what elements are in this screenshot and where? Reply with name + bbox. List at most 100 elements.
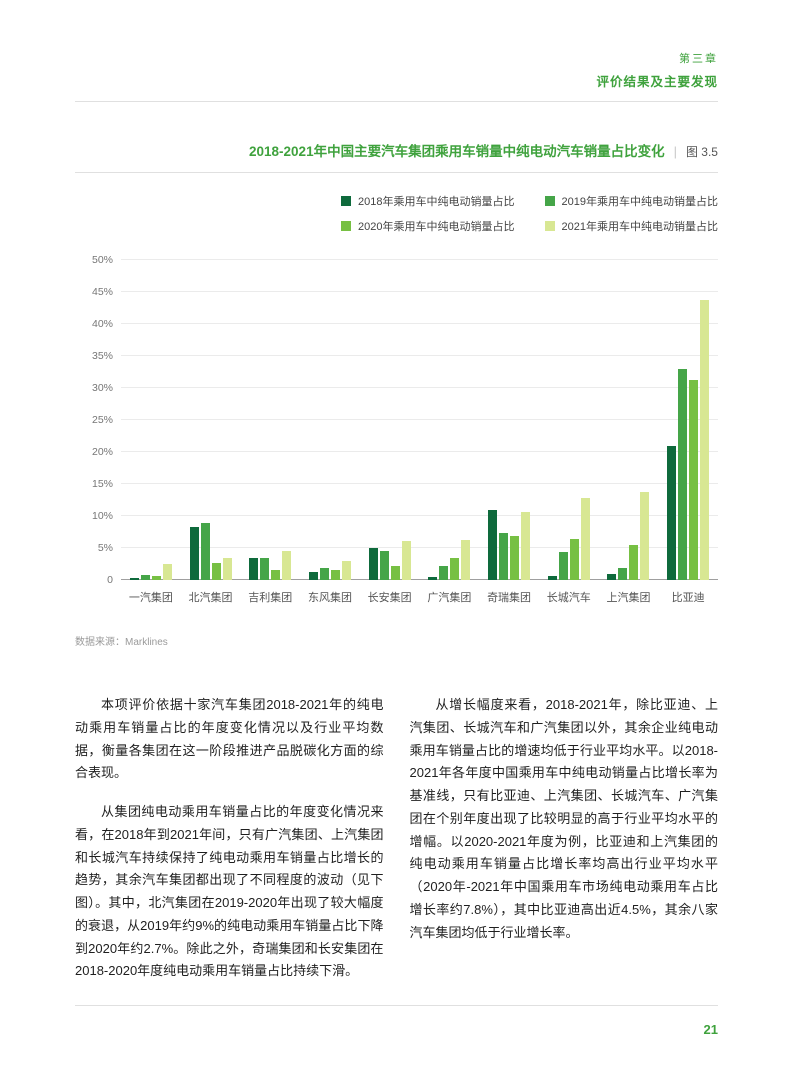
figure-title-row: 2018-2021年中国主要汽车集团乘用车销量中纯电动汽车销量占比变化 | 图 … bbox=[75, 140, 718, 160]
paragraph: 本项评价依据十家汽车集团2018-2021年的纯电动乘用车销量占比的年度变化情况… bbox=[75, 697, 384, 781]
bar-group-比亚迪 bbox=[658, 260, 718, 580]
bar bbox=[260, 558, 270, 580]
x-tick-label: 东风集团 bbox=[307, 592, 352, 604]
legend-label: 2021年乘用车中纯电动销量占比 bbox=[561, 221, 718, 233]
bar-group-奇瑞集团 bbox=[479, 260, 539, 580]
paragraph: 从增长幅度来看，2018-2021年，除比亚迪、上汽集团、长城汽车和广汽集团以外… bbox=[409, 697, 719, 940]
bar bbox=[319, 568, 329, 580]
bar bbox=[271, 570, 281, 580]
page-footer: 21 bbox=[75, 1005, 718, 1037]
bar bbox=[222, 557, 232, 580]
y-tick-label: 40% bbox=[91, 318, 113, 330]
bar bbox=[140, 574, 150, 580]
bar-chart: 0 5% 10% 15% 20% 25% 30% 35% 40% 45% 50% 一汽集团 北汽集团 吉… bbox=[75, 254, 718, 605]
bar bbox=[200, 523, 210, 580]
bar bbox=[700, 300, 710, 580]
legend-item: 2021年乘用车中纯电动销量占比 bbox=[544, 218, 718, 234]
bar bbox=[547, 576, 557, 580]
bar bbox=[667, 445, 677, 580]
bar bbox=[580, 498, 590, 580]
legend-label: 2020年乘用车中纯电动销量占比 bbox=[358, 221, 515, 233]
legend-label: 2018年乘用车中纯电动销量占比 bbox=[358, 196, 515, 208]
bar bbox=[510, 536, 520, 580]
bar bbox=[428, 577, 438, 580]
bars-row bbox=[121, 260, 718, 580]
legend-item: 2018年乘用车中纯电动销量占比 bbox=[341, 193, 515, 209]
gridline bbox=[121, 355, 718, 356]
bar bbox=[379, 551, 389, 580]
y-tick-label: 35% bbox=[91, 350, 113, 362]
paragraph: 从集团纯电动乘用车销量占比的年度变化情况来看，在2018年到2021年间，只有广… bbox=[75, 804, 384, 979]
y-tick-label: 20% bbox=[91, 446, 113, 458]
bar bbox=[249, 557, 259, 580]
bar bbox=[607, 573, 617, 580]
bar bbox=[390, 565, 400, 580]
gridline bbox=[121, 387, 718, 388]
gridline bbox=[121, 291, 718, 292]
x-tick-label: 比亚迪 bbox=[671, 592, 705, 604]
bar bbox=[488, 509, 498, 580]
figure-separator: | bbox=[673, 144, 677, 159]
bar bbox=[689, 379, 699, 580]
bar bbox=[678, 368, 688, 580]
bar bbox=[368, 548, 378, 580]
data-source-note: 数据来源：Marklines bbox=[75, 637, 168, 648]
bar bbox=[629, 545, 639, 580]
y-tick-label: 0 bbox=[107, 574, 113, 586]
bar-group-北汽集团 bbox=[181, 260, 241, 580]
body-text: 本项评价依据十家汽车集团2018-2021年的纯电动乘用车销量占比的年度变化情况… bbox=[75, 694, 718, 999]
bar bbox=[450, 558, 460, 580]
bar bbox=[640, 491, 650, 580]
y-tick-label: 10% bbox=[91, 510, 113, 522]
bar bbox=[282, 551, 292, 580]
y-tick-label: 5% bbox=[97, 542, 113, 554]
chapter-number: 第三章 bbox=[679, 53, 718, 65]
bar-group-广汽集团 bbox=[420, 260, 480, 580]
figure-title: 2018-2021年中国主要汽车集团乘用车销量中纯电动汽车销量占比变化 bbox=[249, 144, 665, 159]
gridline bbox=[121, 323, 718, 324]
x-axis-labels: 一汽集团 北汽集团 吉利集团 东风集团 长安集团 广汽集团 奇瑞集团 长城汽车 上汽集团 比亚迪 bbox=[121, 589, 718, 605]
bar bbox=[618, 567, 628, 580]
gridline bbox=[121, 547, 718, 548]
y-tick-label: 30% bbox=[91, 382, 113, 394]
left-column: 本项评价依据十家汽车集团2018-2021年的纯电动乘用车销量占比的年度变化情况… bbox=[75, 694, 384, 999]
bar bbox=[189, 526, 199, 580]
x-tick-label: 一汽集团 bbox=[128, 592, 173, 604]
gridline bbox=[121, 483, 718, 484]
legend-item: 2019年乘用车中纯电动销量占比 bbox=[544, 193, 718, 209]
bar bbox=[308, 572, 318, 580]
gridline bbox=[121, 419, 718, 420]
bar-group-长安集团 bbox=[360, 260, 420, 580]
gridline bbox=[121, 515, 718, 516]
bar-group-东风集团 bbox=[300, 260, 360, 580]
x-tick-label: 长安集团 bbox=[367, 592, 412, 604]
bar bbox=[461, 539, 471, 580]
x-axis-line bbox=[121, 579, 718, 580]
bar bbox=[499, 533, 509, 580]
page-number: 21 bbox=[703, 1022, 718, 1037]
y-tick-label: 50% bbox=[91, 254, 113, 266]
bar bbox=[569, 539, 579, 580]
legend-swatch-icon bbox=[341, 221, 352, 231]
bar bbox=[341, 561, 351, 580]
header-divider bbox=[75, 101, 718, 102]
bar bbox=[151, 575, 161, 580]
x-tick-label: 奇瑞集团 bbox=[487, 592, 532, 604]
bar bbox=[401, 540, 411, 580]
x-tick-label: 北汽集团 bbox=[188, 592, 233, 604]
bar-group-上汽集团 bbox=[599, 260, 659, 580]
x-tick-label: 吉利集团 bbox=[248, 592, 293, 604]
x-tick-label: 长城汽车 bbox=[546, 592, 591, 604]
chapter-title: 评价结果及主要发现 bbox=[596, 75, 718, 89]
bar bbox=[521, 512, 531, 580]
bar bbox=[211, 562, 221, 580]
legend-label: 2019年乘用车中纯电动销量占比 bbox=[561, 196, 718, 208]
y-tick-label: 25% bbox=[91, 414, 113, 426]
bar-group-长城汽车 bbox=[539, 260, 599, 580]
gridline bbox=[121, 259, 718, 260]
y-tick-label: 15% bbox=[91, 478, 113, 490]
legend-swatch-icon bbox=[544, 196, 555, 206]
y-tick-label: 45% bbox=[91, 286, 113, 298]
bar bbox=[330, 570, 340, 580]
